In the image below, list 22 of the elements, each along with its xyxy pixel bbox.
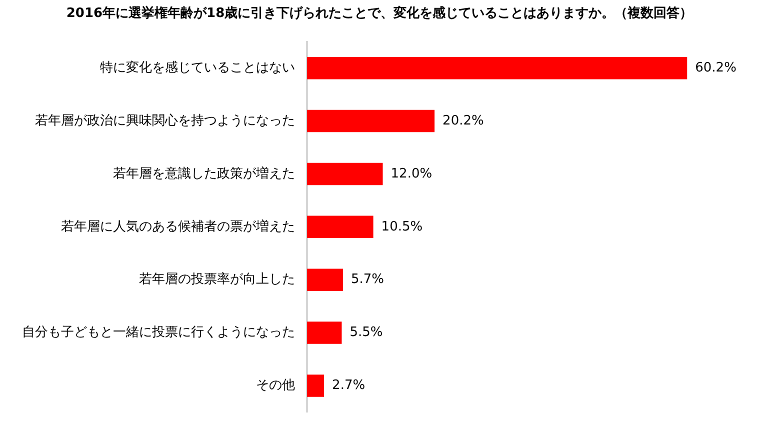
y-tick-label: 若年層が政治に興味関心を持つようになった <box>35 112 295 128</box>
chart-title: 2016年に選挙権年齢が18歳に引き下げられたことで、変化を感じていることはありますか。（複数回答） <box>66 5 693 22</box>
y-tick-label: 特に変化を感じていることはない <box>100 59 295 76</box>
y-tick-label: 若年層に人気のある候補者の票が増えた <box>61 218 295 234</box>
data-label: 5.7% <box>350 272 384 288</box>
data-label: 60.2% <box>695 60 736 76</box>
bar <box>307 374 324 397</box>
y-tick-label: その他 <box>256 378 295 394</box>
data-label: 2.7% <box>332 378 366 394</box>
data-label: 12.0% <box>390 166 432 182</box>
y-tick-label: 自分も子どもと一緒に投票に行くようになった <box>22 325 295 340</box>
bar <box>307 162 383 186</box>
data-label: 5.5% <box>350 325 383 340</box>
bar <box>307 322 342 344</box>
data-label: 10.5% <box>381 219 423 234</box>
bar <box>307 216 374 238</box>
bar <box>307 56 688 80</box>
data-label: 20.2% <box>442 113 484 128</box>
bar <box>307 110 435 132</box>
y-tick-label: 若年層を意識した政策が増えた <box>113 165 295 182</box>
bar <box>307 268 343 291</box>
y-tick-label: 若年層の投票率が向上した <box>139 271 295 288</box>
